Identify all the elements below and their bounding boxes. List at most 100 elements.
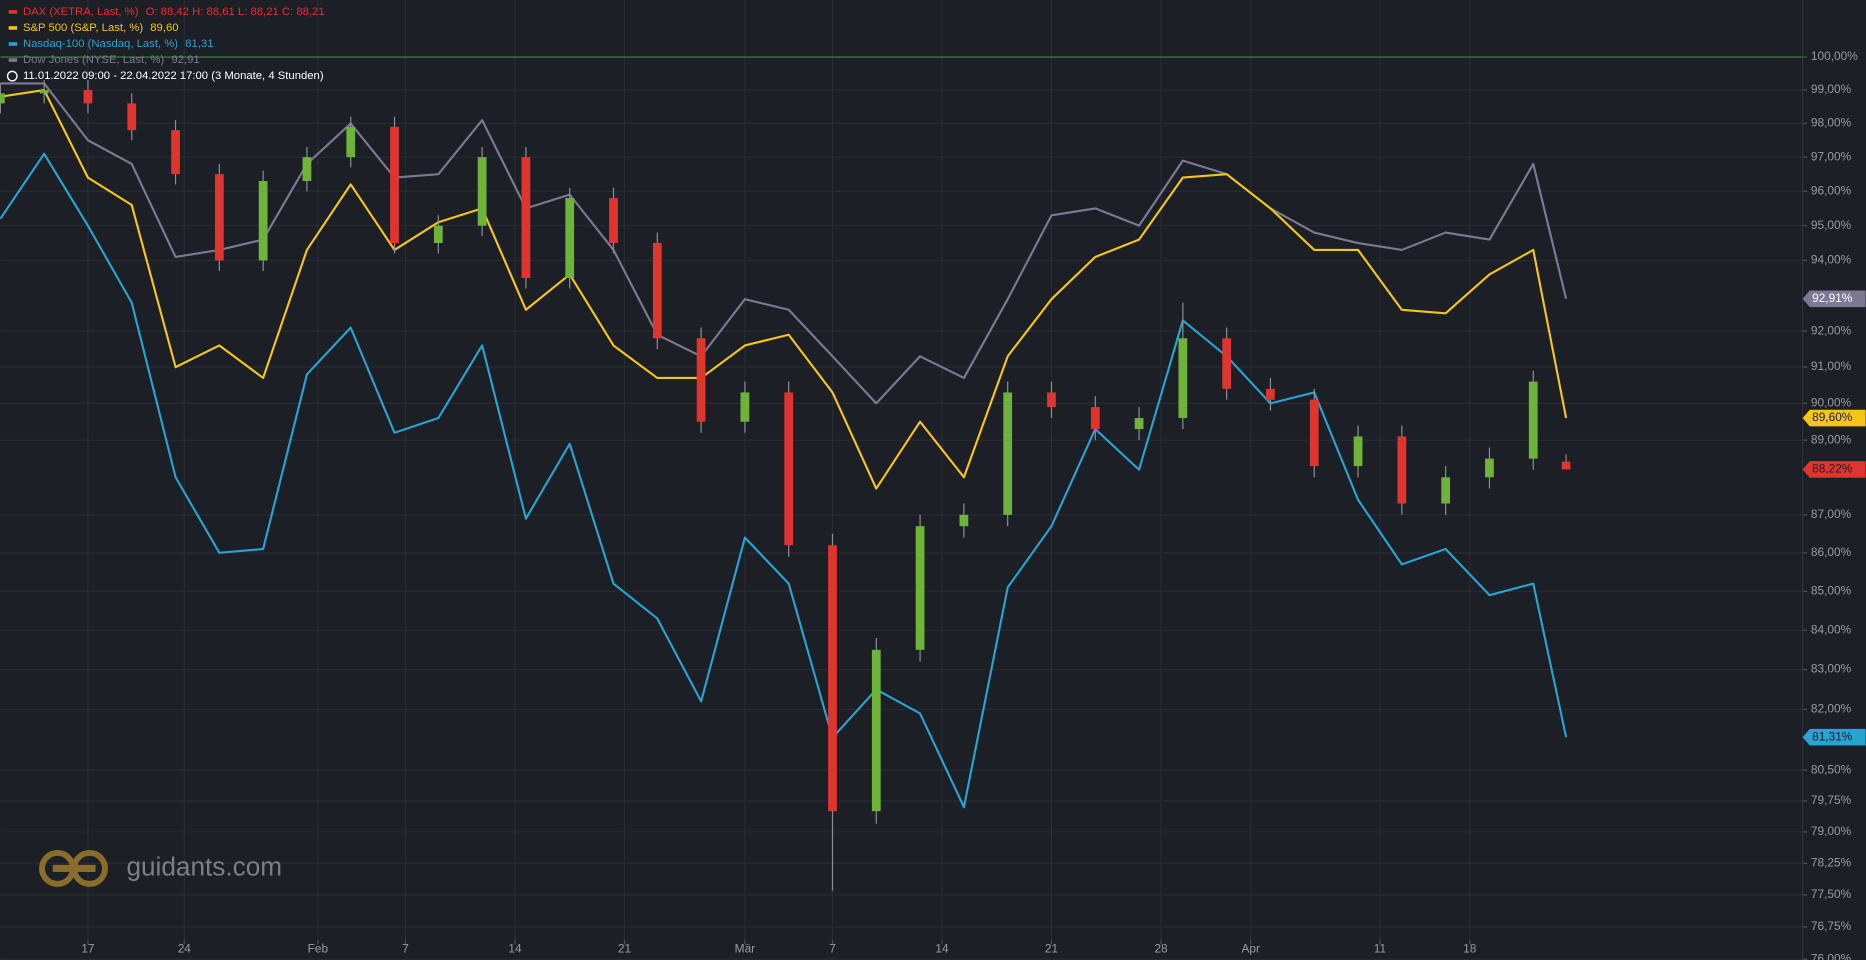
candle-body bbox=[1309, 399, 1319, 467]
candle-body bbox=[1561, 461, 1571, 470]
y-tick-label: 92,00% bbox=[1811, 323, 1852, 337]
candle-body bbox=[39, 90, 49, 94]
line-series bbox=[0, 88, 1568, 490]
candle-body bbox=[1485, 458, 1494, 478]
x-tick-label: 17 bbox=[81, 941, 94, 955]
y-tick-label: 95,00% bbox=[1811, 218, 1852, 232]
x-tick-label: 24 bbox=[178, 941, 192, 955]
y-tick-label: 83,00% bbox=[1811, 662, 1852, 676]
price-tag bbox=[1802, 728, 1866, 746]
x-tick-label: 28 bbox=[1154, 941, 1168, 955]
candle-body bbox=[1266, 388, 1275, 400]
y-tick-label: 84,00% bbox=[1811, 622, 1852, 636]
legend-swatch bbox=[8, 42, 18, 46]
y-tick-label: 89,00% bbox=[1811, 432, 1852, 446]
y-tick-label: 78,25% bbox=[1811, 855, 1852, 869]
legend-swatch bbox=[8, 10, 18, 14]
legend: Nasdaq-100 (Nasdaq, Last, %) 81,31 Dow Jon… bbox=[8, 6, 325, 66]
y-tick-label: 87,00% bbox=[1811, 507, 1852, 521]
x-tick-label: 7 bbox=[402, 941, 409, 955]
y-tick-label: 94,00% bbox=[1811, 253, 1852, 267]
candle-body bbox=[959, 514, 969, 527]
y-tick-label: 76,75% bbox=[1811, 919, 1852, 933]
candle-body bbox=[871, 649, 881, 812]
x-tick-label: 11 bbox=[1374, 941, 1387, 955]
candle-body bbox=[258, 180, 268, 261]
y-tick-label: 86,00% bbox=[1811, 545, 1852, 559]
legend-value: 92,91 bbox=[171, 54, 199, 66]
y-tick-label: 100,00% bbox=[1811, 49, 1858, 63]
x-tick-label: Feb bbox=[308, 941, 329, 955]
price-tag-label: 89,60% bbox=[1812, 410, 1853, 424]
clock-icon bbox=[6, 70, 18, 82]
legend-swatch bbox=[8, 26, 18, 30]
logo-bar bbox=[52, 864, 96, 872]
legend-label: DAX (XETRA, Last, %) bbox=[23, 6, 139, 18]
candle-body bbox=[0, 93, 5, 104]
x-tick-label: Apr bbox=[1242, 941, 1261, 955]
y-tick-label: 79,75% bbox=[1811, 793, 1852, 807]
candle-body bbox=[784, 392, 794, 546]
legend-swatch bbox=[8, 58, 18, 62]
y-tick-label: 91,00% bbox=[1811, 359, 1852, 373]
price-tag-label: 81,31% bbox=[1812, 729, 1853, 743]
period: 11.01.2022 09:00 - 22.04.2022 17:00 (3 M… bbox=[6, 70, 324, 82]
legend-label: Nasdaq-100 (Nasdaq, Last, %) bbox=[23, 38, 178, 50]
candle-body bbox=[696, 338, 706, 422]
candle-body bbox=[1353, 436, 1363, 467]
candle-body bbox=[1134, 418, 1144, 430]
candle-body bbox=[1441, 477, 1451, 504]
candle-body bbox=[1090, 407, 1100, 430]
candle-body bbox=[652, 243, 662, 339]
y-tick-label: 79,00% bbox=[1811, 824, 1852, 838]
watermark: guidants.com bbox=[39, 849, 282, 887]
price-tag bbox=[1802, 290, 1866, 308]
x-tick-label: 21 bbox=[618, 941, 632, 955]
candle-body bbox=[171, 130, 180, 175]
candle-body bbox=[1003, 392, 1013, 515]
grid bbox=[0, 0, 1803, 960]
y-tick-label: 76,00% bbox=[1811, 951, 1852, 960]
candle-body bbox=[127, 103, 137, 131]
legend-label: Dow Jones (NYSE, Last, %) bbox=[23, 54, 164, 66]
candle-body bbox=[302, 157, 312, 181]
candle-body bbox=[214, 174, 224, 261]
plot bbox=[0, 56, 1803, 891]
y-tick-label: 77,50% bbox=[1811, 887, 1852, 901]
candle-body bbox=[740, 392, 750, 422]
period-text: 11.01.2022 09:00 - 22.04.2022 17:00 (3 M… bbox=[23, 70, 324, 82]
axes: 100,00% 99,00% 98,00% 97,00% 96,00% 95,00% 94,… bbox=[81, 49, 1866, 960]
y-tick-label: 85,00% bbox=[1811, 583, 1852, 597]
x-tick-label: 7 bbox=[829, 941, 836, 955]
candle-body bbox=[609, 198, 618, 244]
x-tick-label: 18 bbox=[1463, 941, 1477, 955]
candle-body bbox=[521, 157, 531, 278]
candle-body bbox=[346, 126, 356, 158]
candle-body bbox=[828, 545, 837, 812]
legend-label: S&P 500 (S&P, Last, %) bbox=[23, 22, 143, 34]
candle-body bbox=[915, 526, 925, 650]
candle-body bbox=[1222, 338, 1232, 389]
legend-value: 89,60 bbox=[150, 22, 178, 34]
legend-value: 81,31 bbox=[185, 38, 213, 50]
y-tick-label: 99,00% bbox=[1811, 82, 1852, 96]
candle-body bbox=[477, 157, 487, 226]
price-tag bbox=[1802, 461, 1866, 478]
y-tick-label: 96,00% bbox=[1811, 183, 1852, 197]
price-tag-label: 88,22% bbox=[1812, 462, 1853, 476]
price-tag-label: 92,91% bbox=[1812, 291, 1853, 305]
y-tick-label: 97,00% bbox=[1811, 149, 1852, 163]
legend-value: O: 88,42 H: 88,61 L: 88,21 C: 88,21 bbox=[146, 6, 325, 18]
candle-body bbox=[1047, 392, 1056, 408]
y-tick-label: 80,50% bbox=[1811, 762, 1852, 776]
candle-body bbox=[83, 90, 93, 104]
y-tick-label: 82,00% bbox=[1811, 702, 1852, 716]
watermark-text: guidants.com bbox=[126, 851, 282, 881]
y-tick-label: 90,00% bbox=[1811, 396, 1852, 410]
x-tick-label: 21 bbox=[1045, 941, 1059, 955]
x-tick-label: Mär bbox=[735, 941, 755, 955]
candle-body bbox=[390, 126, 399, 244]
y-tick-label: 98,00% bbox=[1811, 116, 1852, 130]
